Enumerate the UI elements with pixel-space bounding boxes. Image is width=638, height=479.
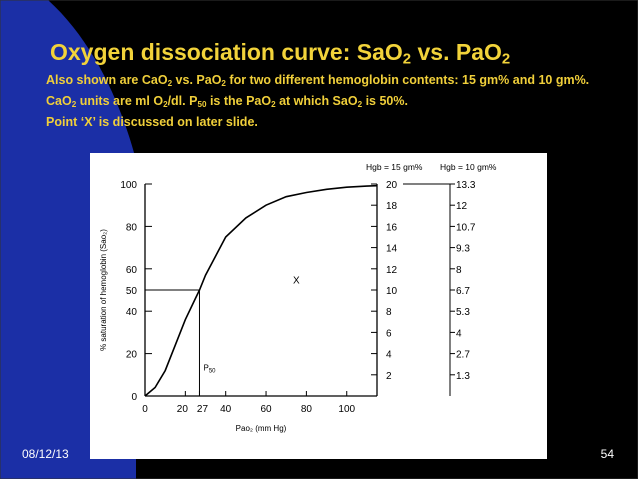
x-tick-label: 40 (220, 404, 232, 415)
p50-label: P50 (203, 364, 216, 375)
dissociation-curve (145, 186, 377, 396)
slide-page-number: 54 (601, 447, 614, 461)
right-axis-2-label: 4 (456, 328, 462, 339)
subtitle-line-2: CaO2 units are ml O2/dl. P50 is the PaO2… (46, 94, 408, 108)
p50-label-subscript: 50 (209, 369, 216, 375)
right-axis-1-label: 6 (386, 328, 392, 339)
y-tick-label: 0 (131, 392, 137, 403)
x-tick-label: 80 (301, 404, 313, 415)
chart-panel: 0 20 40 50 60 80 100 0 20 27 40 60 80 100 Pao₂ (mm Hg)… (90, 153, 547, 459)
right-axis-2-label: 13.3 (456, 180, 476, 191)
right-axis-1-label: 14 (386, 244, 398, 255)
oxygen-dissociation-chart: 0 20 40 50 60 80 100 0 20 27 40 60 80 100 Pao₂ (mm Hg)… (90, 153, 547, 459)
y-tick-label: 60 (126, 265, 138, 276)
right-axis-1-label: 4 (386, 350, 392, 361)
right-axis-1-label: 18 (386, 201, 398, 212)
right-axis-1-label: 2 (386, 371, 392, 382)
right-axis-2-label: 5.3 (456, 307, 470, 318)
right-axis-1-label: 16 (386, 222, 398, 233)
x-tick-label: 100 (338, 404, 355, 415)
right-axis-2-label: 2.7 (456, 350, 470, 361)
right-axis-1-header: Hgb = 15 gm% (366, 162, 423, 172)
x-tick-label: 27 (197, 404, 209, 415)
right-axis-2-label: 6.7 (456, 286, 470, 297)
slide-title: Oxygen dissociation curve: SaO2 vs. PaO2 (50, 38, 510, 66)
right-axis-1-label: 20 (386, 180, 398, 191)
y-tick-label: 20 (126, 350, 138, 361)
right-axis-1-label: 12 (386, 265, 398, 276)
point-x-label: X (293, 276, 300, 287)
right-axis-2-label: 10.7 (456, 222, 476, 233)
right-axis-2-label: 12 (456, 201, 468, 212)
right-axis-2-label: 9.3 (456, 244, 470, 255)
y-tick-label: 40 (126, 307, 138, 318)
x-tick-label: 60 (260, 404, 272, 415)
x-tick-label: 20 (177, 404, 189, 415)
y-tick-label: 80 (126, 222, 138, 233)
x-tick-label: 0 (142, 404, 148, 415)
right-axis-1-label: 8 (386, 307, 392, 318)
y-tick-label: 100 (120, 180, 137, 191)
subtitle-line-1: Also shown are CaO2 vs. PaO2 for two dif… (46, 73, 589, 87)
y-axis-title: % saturation of hemoglobin (Sao₂) (99, 229, 108, 351)
right-axis-2-label: 8 (456, 265, 462, 276)
right-axis-2-header: Hgb = 10 gm% (440, 162, 497, 172)
subtitle-line-3: Point ‘X’ is discussed on later slide. (46, 115, 258, 129)
x-axis-title: Pao₂ (mm Hg) (236, 424, 287, 433)
right-axis-2-label: 1.3 (456, 371, 470, 382)
slide-date: 08/12/13 (22, 447, 69, 461)
y-tick-label: 50 (126, 286, 138, 297)
right-axis-1-label: 10 (386, 286, 398, 297)
